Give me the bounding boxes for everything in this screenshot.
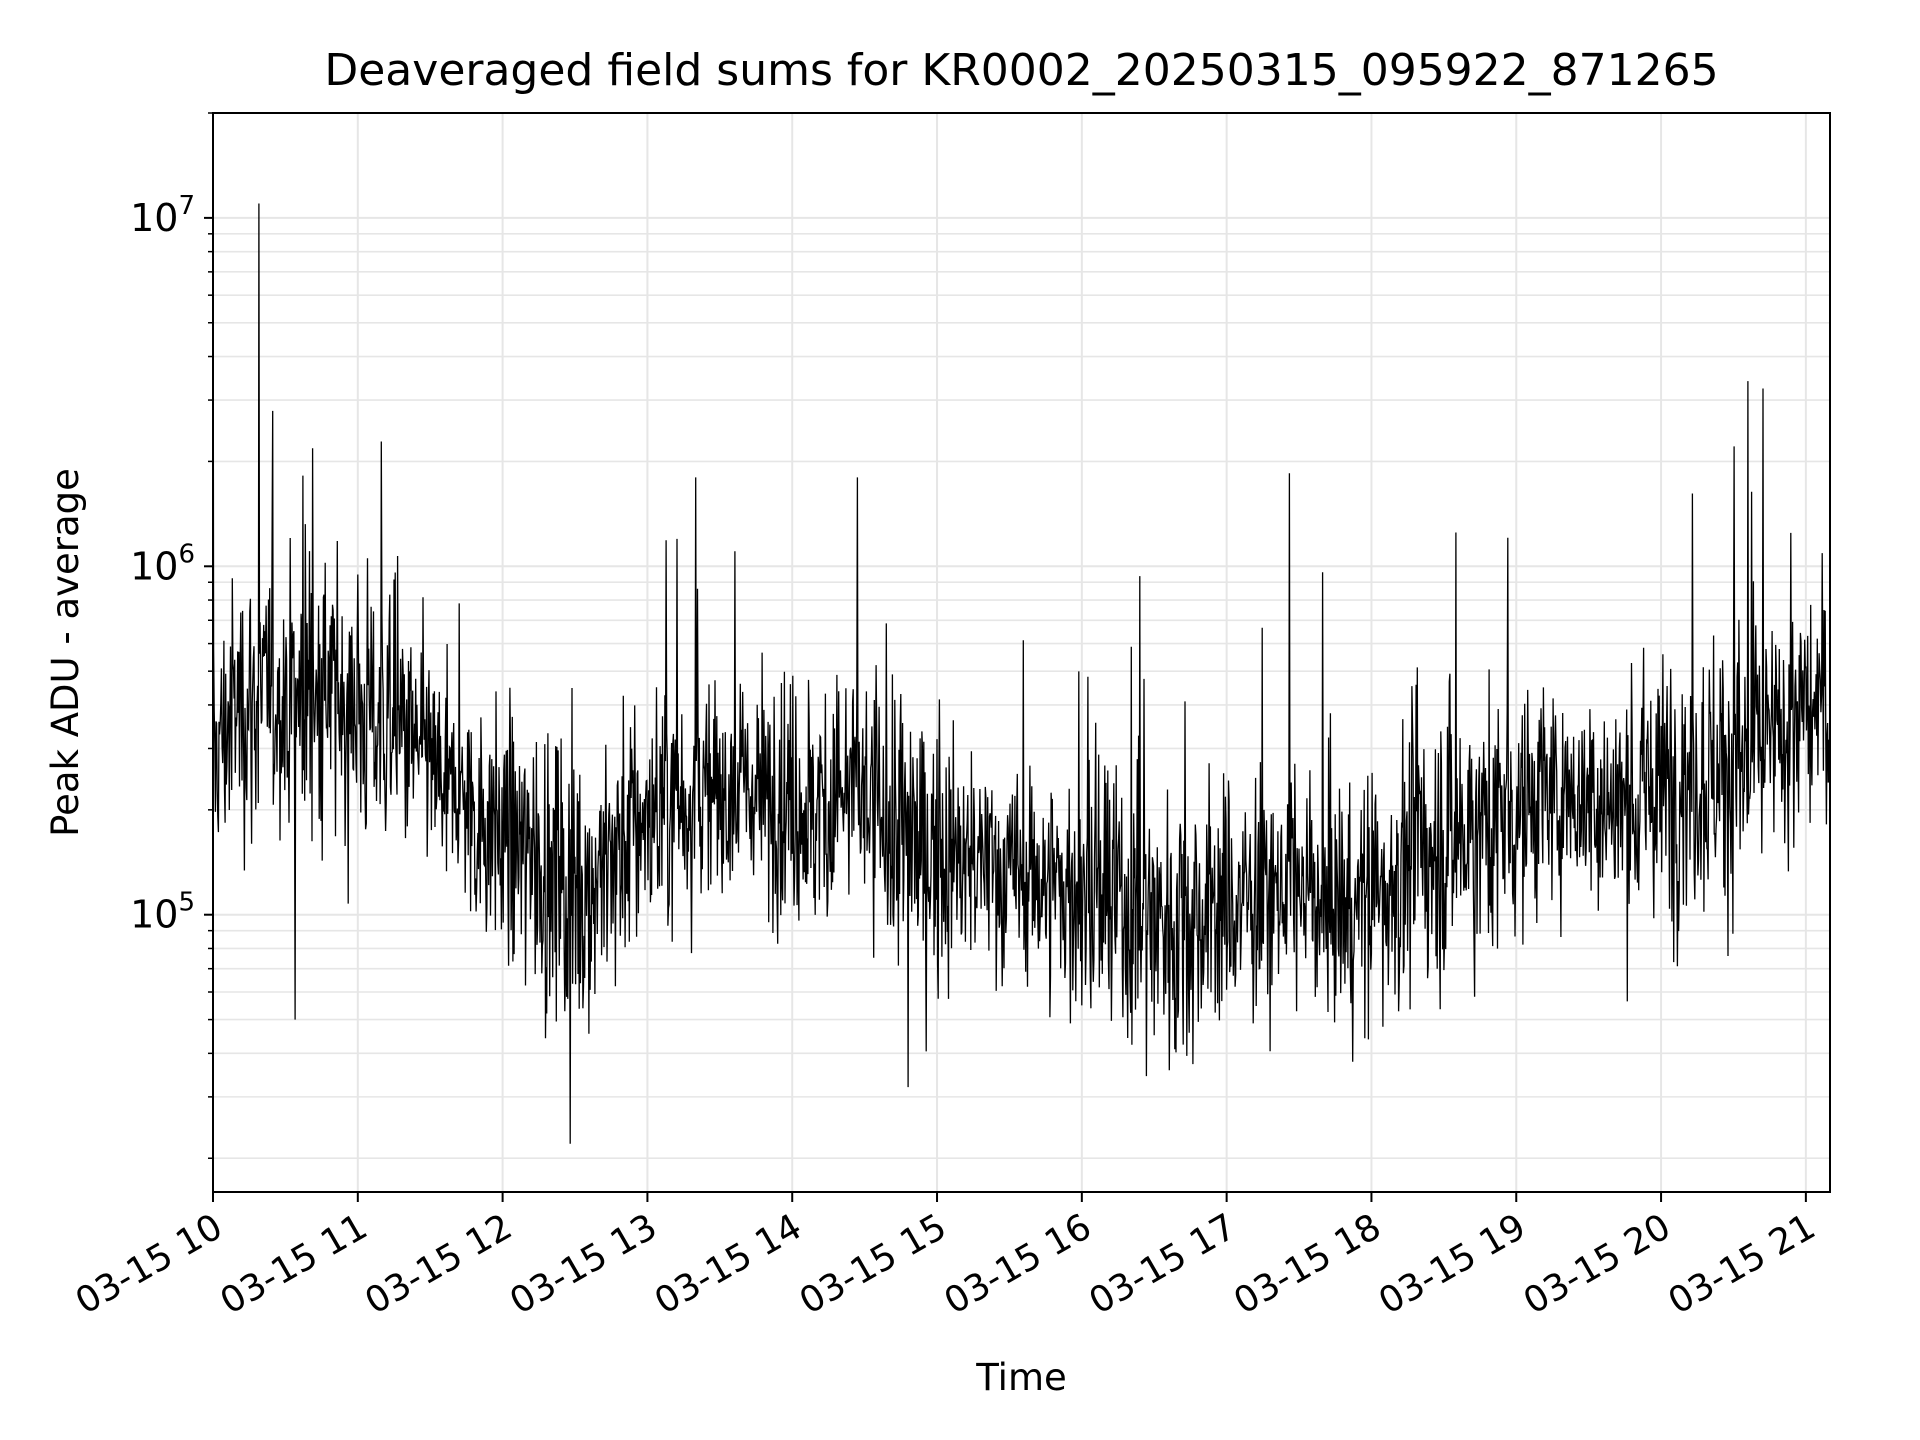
grid [212,112,1830,1192]
y-tick-label: 106 [130,539,195,588]
series-line [213,156,1830,1144]
x-axis-label: Time [975,1356,1067,1399]
plot-frame [212,112,1831,1193]
y-tick-label: 107 [130,191,195,240]
y-tick-label: 105 [130,888,195,937]
chart-title: Deaveraged field sums for KR0002_2025031… [324,45,1718,96]
y-axis-label: Peak ADU - average [44,468,87,837]
plot-area [213,156,1830,1144]
y-axis: 105 106 107 [130,112,213,1159]
